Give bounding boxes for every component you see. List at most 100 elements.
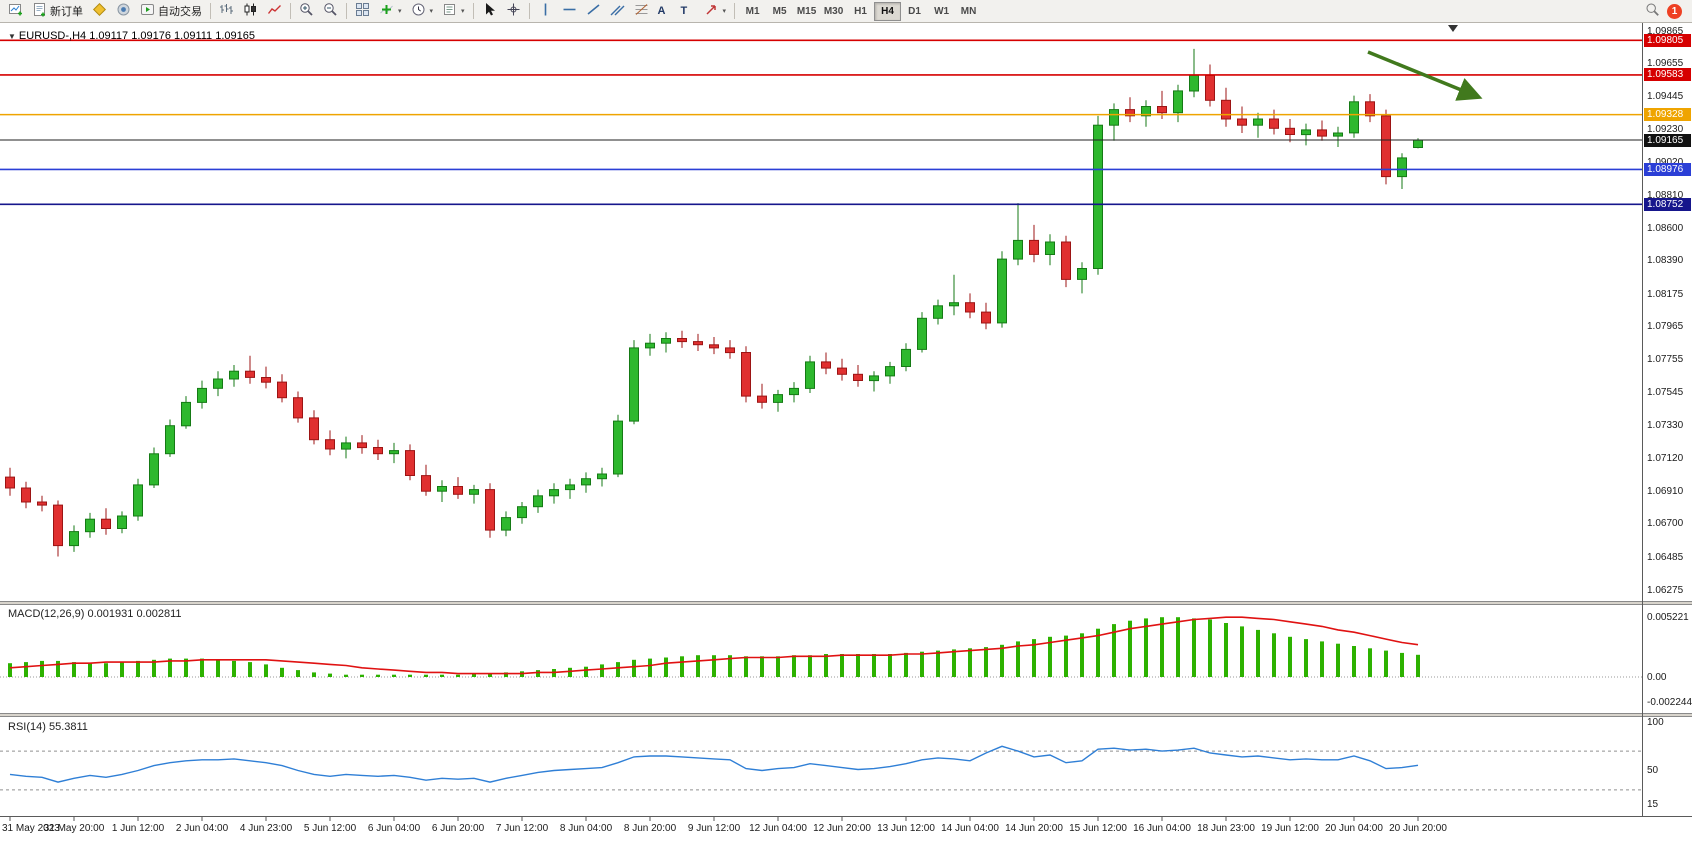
chart-header: ▼ EURUSD-,H4 1.09117 1.09176 1.09111 1.09… (8, 30, 255, 42)
bullish-candle (1173, 90, 1183, 114)
new-chart-icon (8, 2, 23, 20)
trendline-button[interactable] (582, 1, 605, 21)
text-button[interactable]: A (654, 1, 676, 21)
timeframe-m15-button[interactable]: M15 (793, 2, 820, 21)
timeframe-switcher: M1 M5 M15 M30 H1 H4 D1 W1 MN (739, 1, 982, 21)
line-chart-button[interactable] (263, 1, 286, 21)
arrows-button[interactable]: ▾ (700, 1, 731, 21)
rsi-value: 55.3811 (48, 721, 88, 733)
text-label-icon: T (680, 4, 688, 17)
bullish-candle (181, 401, 191, 427)
timeframe-w1-button[interactable]: W1 (928, 2, 955, 21)
bullish-candle (1045, 241, 1055, 255)
bullish-candle (1077, 268, 1087, 280)
toolbar-separator (734, 3, 736, 19)
bullish-candle (565, 484, 575, 491)
bearish-candle (453, 486, 463, 495)
notification-badge[interactable]: 1 (1667, 3, 1682, 19)
channel-button[interactable] (606, 1, 629, 21)
cursor-button[interactable] (478, 1, 501, 21)
channel-icon (610, 2, 625, 20)
auto-trading-button[interactable]: 自动交易 (136, 1, 206, 21)
new-chart-button[interactable] (4, 1, 27, 21)
horizontal-line-icon (562, 2, 577, 20)
chart-shift-marker-icon[interactable] (1448, 25, 1458, 32)
zoom-in-button[interactable] (295, 1, 318, 21)
bearish-candle (1381, 115, 1391, 178)
templates-button[interactable]: ▾ (438, 1, 469, 21)
metaeditor-icon (92, 2, 107, 20)
bullish-candle (629, 347, 639, 422)
new-order-icon (32, 2, 47, 20)
toolbar-separator (472, 3, 474, 19)
bearish-candle (1285, 127, 1295, 136)
bearish-candle (101, 518, 111, 530)
pane-divider[interactable] (0, 713, 1692, 717)
bearish-candle (357, 442, 367, 449)
bearish-candle (21, 487, 31, 503)
time-axis-border (0, 816, 1692, 817)
chevron-down-icon: ▾ (722, 8, 727, 15)
tile-windows-button[interactable] (351, 1, 374, 21)
text-label-button[interactable]: T (677, 1, 699, 21)
bearish-candle (5, 476, 15, 489)
bullish-candle (773, 394, 783, 403)
symbol-dropdown-icon[interactable]: ▼ (8, 32, 16, 41)
bearish-candle (421, 475, 431, 492)
bullish-candle (789, 387, 799, 396)
pane-divider[interactable] (0, 601, 1692, 605)
bullish-candle (1093, 124, 1103, 269)
timeframe-h4-button[interactable]: H4 (874, 1, 902, 21)
vertical-line-button[interactable] (534, 1, 557, 21)
periods-button[interactable]: ▾ (407, 1, 438, 21)
metaeditor-button[interactable] (88, 1, 111, 21)
bullish-candle (197, 387, 207, 403)
bearish-candle (1061, 241, 1071, 280)
timeframe-m1-button[interactable]: M1 (739, 2, 766, 21)
timeframe-d1-button[interactable]: D1 (901, 2, 928, 21)
bullish-candle (117, 515, 127, 529)
macd-signal-line (9, 616, 1419, 675)
candlestick-chart-icon (243, 2, 258, 20)
bullish-candle (85, 518, 95, 533)
fibonacci-button[interactable] (630, 1, 653, 21)
indicators-button[interactable]: ▾ (375, 1, 406, 21)
candlestick-chart-button[interactable] (239, 1, 262, 21)
bullish-candle (1013, 239, 1023, 260)
bearish-candle (1269, 118, 1279, 129)
macd-header: MACD(12,26,9) 0.001931 0.002811 (8, 608, 182, 620)
bearish-candle (1365, 101, 1375, 117)
toolbar-separator (290, 3, 291, 19)
bar-chart-button[interactable] (215, 1, 238, 21)
bullish-candle (469, 489, 479, 495)
new-order-button[interactable]: 新订单 (28, 1, 87, 21)
timeframe-m30-button[interactable]: M30 (820, 2, 847, 21)
chevron-down-icon: ▾ (429, 8, 434, 15)
trend-arrow-annotation[interactable] (1367, 50, 1483, 101)
bullish-candle (869, 375, 879, 382)
toolbar-separator (210, 3, 211, 19)
zoom-out-button[interactable] (319, 1, 342, 21)
bearish-candle (693, 341, 703, 346)
timeframe-h1-button[interactable]: H1 (847, 2, 874, 21)
arrow-tool-icon (704, 2, 719, 20)
bullish-candle (549, 489, 559, 497)
toolbar: 新订单 自动交易 ▾ ▾ ▾ A T ▾ M1 M5 M15 M30 H1 H4 D1 W1 M… (0, 0, 1692, 23)
bullish-candle (1349, 101, 1359, 134)
timeframe-mn-button[interactable]: MN (955, 2, 982, 21)
community-icon (116, 2, 131, 20)
community-button[interactable] (112, 1, 135, 21)
bearish-candle (837, 367, 847, 375)
search-button[interactable] (1641, 1, 1664, 21)
bullish-candle (533, 495, 543, 508)
timeframe-m5-button[interactable]: M5 (766, 2, 793, 21)
crosshair-icon (506, 2, 521, 20)
rsi-line (9, 745, 1419, 783)
crosshair-button[interactable] (502, 1, 525, 21)
bullish-candle (1189, 74, 1199, 92)
bearish-candle (1157, 106, 1167, 114)
bullish-candle (1413, 139, 1423, 148)
macd-title: MACD(12,26,9) (8, 608, 85, 620)
horizontal-line-button[interactable] (558, 1, 581, 21)
